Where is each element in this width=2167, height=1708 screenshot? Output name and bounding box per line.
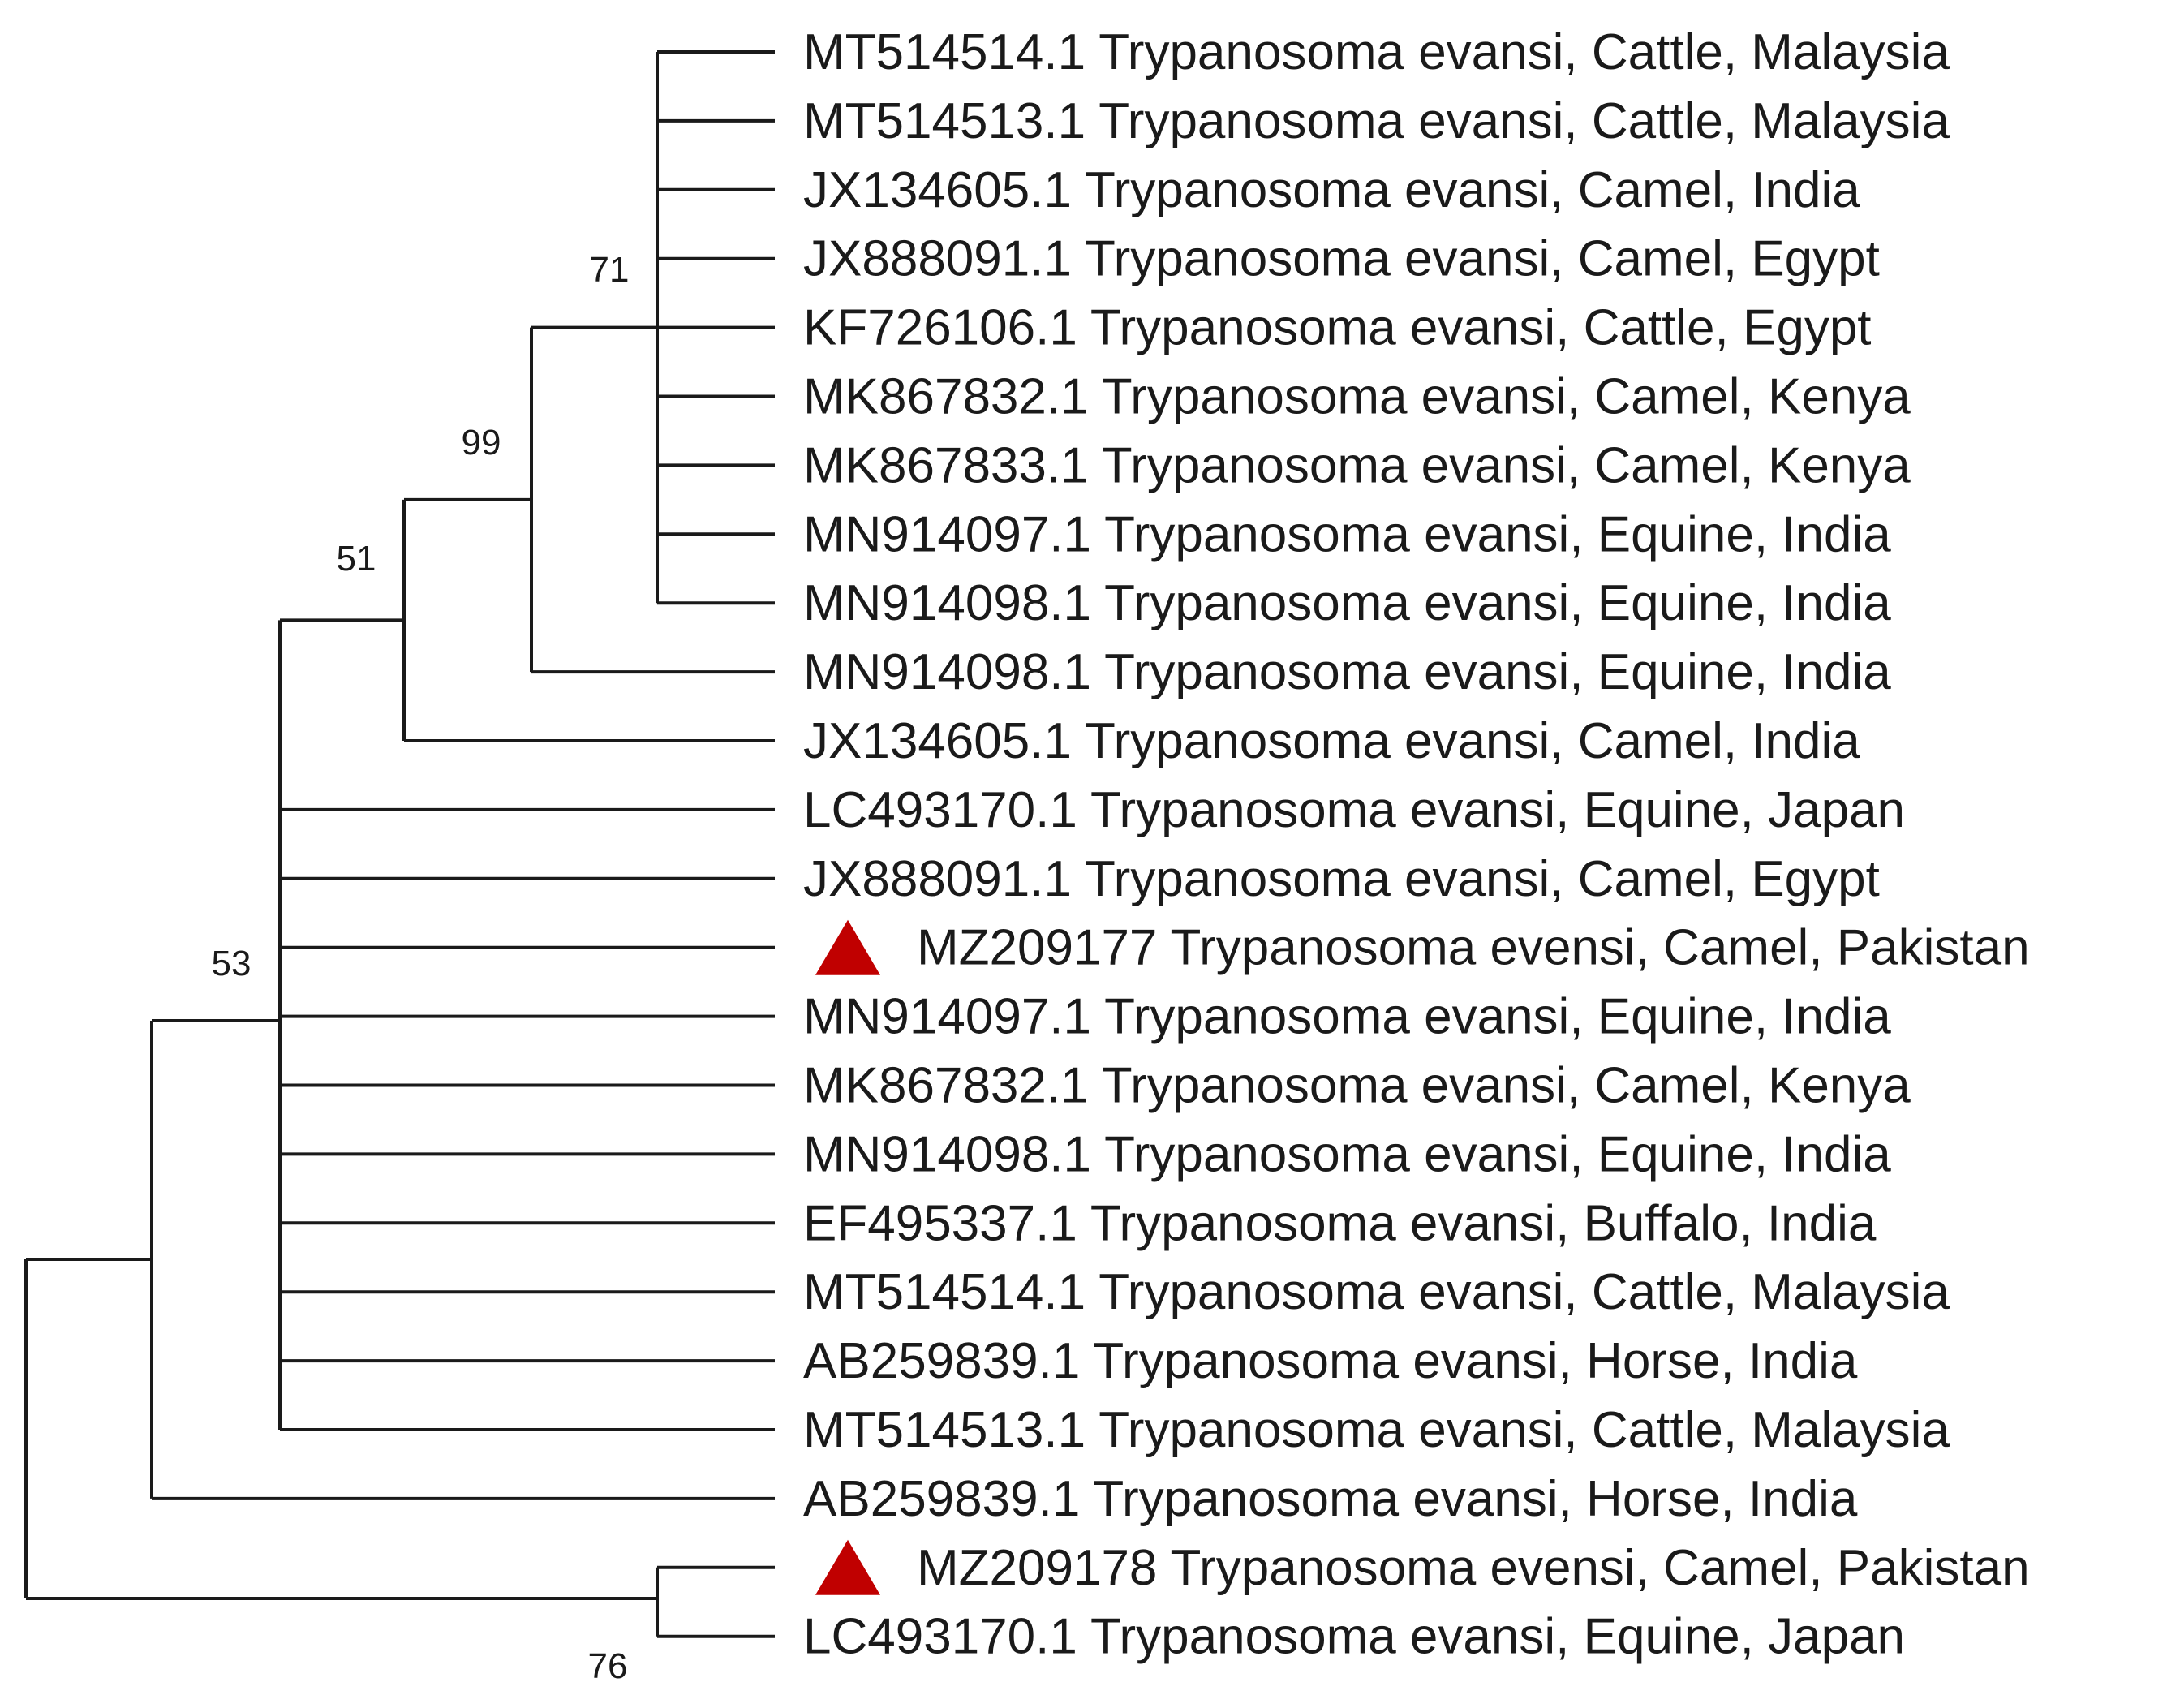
leaf-label: JX134605.1 Trypanosoma evansi, Camel, In… xyxy=(803,713,1860,769)
leaf-label: LC493170.1 Trypanosoma evansi, Equine, J… xyxy=(803,782,1905,838)
leaf-label: LC493170.1 Trypanosoma evansi, Equine, J… xyxy=(803,1609,1905,1665)
leaf-label: MN914098.1 Trypanosoma evansi, Equine, I… xyxy=(803,1126,1891,1182)
leaf-label: MN914097.1 Trypanosoma evansi, Equine, I… xyxy=(803,506,1891,562)
leaf-label: MK867832.1 Trypanosoma evansi, Camel, Ke… xyxy=(803,369,1911,425)
bootstrap-value-99: 99 xyxy=(462,423,501,462)
leaf-label: AB259839.1 Trypanosoma evansi, Horse, In… xyxy=(803,1471,1858,1527)
leaf-label: EF495337.1 Trypanosoma evansi, Buffalo, … xyxy=(803,1195,1877,1251)
leaf-label: MT514514.1 Trypanosoma evansi, Cattle, M… xyxy=(803,24,1950,80)
tree-branches xyxy=(24,50,775,1638)
leaf-label: MK867833.1 Trypanosoma evansi, Camel, Ke… xyxy=(803,437,1911,493)
leaf-label: MK867832.1 Trypanosoma evansi, Camel, Ke… xyxy=(803,1058,1911,1114)
triangle-marker-icon xyxy=(815,1539,880,1595)
leaf-label: JX134605.1 Trypanosoma evansi, Camel, In… xyxy=(803,162,1860,218)
leaf-label: MT514514.1 Trypanosoma evansi, Cattle, M… xyxy=(803,1264,1950,1320)
tree-markers xyxy=(815,919,880,1595)
leaf-label: MT514513.1 Trypanosoma evansi, Cattle, M… xyxy=(803,1402,1950,1458)
leaf-label: MN914097.1 Trypanosoma evansi, Equine, I… xyxy=(803,989,1891,1045)
leaf-label: MZ209178 Trypanosoma evensi, Camel, Paki… xyxy=(917,1540,2030,1596)
bootstrap-value-51: 51 xyxy=(337,539,376,579)
bootstrap-value-53: 53 xyxy=(212,944,252,983)
leaf-label: AB259839.1 Trypanosoma evansi, Horse, In… xyxy=(803,1333,1858,1389)
leaf-label: MT514513.1 Trypanosoma evansi, Cattle, M… xyxy=(803,93,1950,149)
leaf-label: JX888091.1 Trypanosoma evansi, Camel, Eg… xyxy=(803,231,1880,287)
bootstrap-values: 71 99 51 53 76 xyxy=(212,250,630,1686)
bootstrap-value-71: 71 xyxy=(590,250,630,290)
leaf-label: MZ209177 Trypanosoma evensi, Camel, Paki… xyxy=(917,920,2030,976)
leaf-label: JX888091.1 Trypanosoma evansi, Camel, Eg… xyxy=(803,851,1880,907)
triangle-marker-icon xyxy=(815,919,880,975)
leaf-label: KF726106.1 Trypanosoma evansi, Cattle, E… xyxy=(803,300,1872,356)
bootstrap-value-76: 76 xyxy=(588,1646,628,1686)
leaf-label: MN914098.1 Trypanosoma evansi, Equine, I… xyxy=(803,575,1891,631)
leaf-label: MN914098.1 Trypanosoma evansi, Equine, I… xyxy=(803,644,1891,700)
tree-labels: MT514514.1 Trypanosoma evansi, Cattle, M… xyxy=(803,24,2030,1665)
